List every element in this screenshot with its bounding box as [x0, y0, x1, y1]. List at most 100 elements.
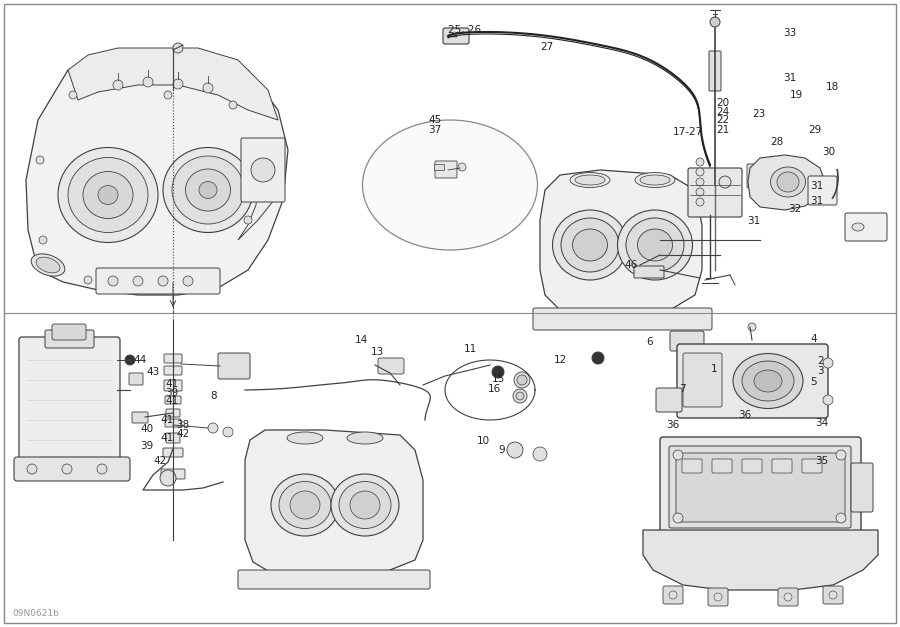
Ellipse shape	[852, 223, 864, 231]
Text: 4: 4	[810, 334, 816, 344]
Circle shape	[173, 43, 183, 53]
Circle shape	[160, 470, 176, 486]
FancyBboxPatch shape	[656, 388, 682, 412]
Text: 18: 18	[826, 82, 840, 92]
Text: 39: 39	[140, 441, 154, 451]
Text: 24: 24	[716, 107, 730, 117]
Ellipse shape	[172, 156, 244, 224]
FancyBboxPatch shape	[14, 457, 130, 481]
Text: 9: 9	[499, 445, 505, 455]
Circle shape	[517, 375, 527, 385]
Text: 09N0621b: 09N0621b	[12, 609, 58, 618]
Circle shape	[208, 423, 218, 433]
Circle shape	[710, 17, 720, 27]
Text: 16: 16	[488, 384, 501, 394]
FancyBboxPatch shape	[52, 324, 86, 340]
Ellipse shape	[553, 210, 627, 280]
Ellipse shape	[350, 491, 380, 519]
Ellipse shape	[83, 172, 133, 218]
Circle shape	[84, 276, 92, 284]
Circle shape	[748, 323, 756, 331]
Ellipse shape	[575, 175, 605, 185]
Text: 11: 11	[464, 344, 477, 354]
Text: 32: 32	[788, 204, 802, 214]
FancyBboxPatch shape	[443, 28, 469, 44]
Circle shape	[154, 281, 162, 289]
FancyBboxPatch shape	[683, 353, 722, 407]
Circle shape	[829, 591, 837, 599]
FancyBboxPatch shape	[165, 396, 181, 404]
Ellipse shape	[742, 361, 794, 401]
Text: 37: 37	[428, 125, 442, 135]
Polygon shape	[748, 155, 825, 210]
FancyBboxPatch shape	[218, 353, 250, 379]
FancyBboxPatch shape	[161, 469, 185, 479]
Circle shape	[244, 216, 252, 224]
Text: 2: 2	[817, 356, 824, 366]
FancyBboxPatch shape	[435, 161, 457, 178]
Text: 41: 41	[166, 379, 179, 389]
Ellipse shape	[570, 172, 610, 187]
Text: 36: 36	[666, 420, 680, 430]
FancyBboxPatch shape	[533, 308, 712, 330]
Ellipse shape	[32, 254, 65, 276]
Circle shape	[229, 101, 237, 109]
FancyBboxPatch shape	[677, 344, 828, 418]
Text: 17-27: 17-27	[673, 127, 704, 137]
Circle shape	[62, 464, 72, 474]
FancyBboxPatch shape	[708, 588, 728, 606]
Circle shape	[669, 591, 677, 599]
Ellipse shape	[777, 172, 799, 192]
Circle shape	[784, 593, 792, 601]
Circle shape	[673, 513, 683, 523]
Circle shape	[836, 450, 846, 460]
Circle shape	[158, 276, 168, 286]
FancyBboxPatch shape	[19, 337, 120, 473]
Text: 28: 28	[770, 137, 784, 147]
Ellipse shape	[626, 218, 684, 272]
Ellipse shape	[770, 167, 806, 197]
Circle shape	[173, 79, 183, 89]
Circle shape	[254, 146, 262, 154]
FancyBboxPatch shape	[241, 138, 285, 202]
Ellipse shape	[733, 354, 803, 409]
Circle shape	[27, 464, 37, 474]
FancyBboxPatch shape	[670, 331, 704, 351]
FancyBboxPatch shape	[634, 266, 664, 278]
Text: 25, 26: 25, 26	[448, 25, 482, 35]
Text: 43: 43	[147, 367, 160, 377]
Text: 46: 46	[625, 260, 638, 270]
Ellipse shape	[163, 147, 253, 233]
Polygon shape	[238, 140, 280, 240]
Text: 36: 36	[738, 410, 752, 420]
Circle shape	[125, 355, 135, 365]
Circle shape	[696, 158, 704, 166]
FancyBboxPatch shape	[851, 463, 873, 512]
Text: 41: 41	[166, 396, 179, 406]
Text: 8: 8	[211, 391, 217, 401]
Text: 20: 20	[716, 98, 730, 108]
FancyBboxPatch shape	[660, 437, 861, 538]
FancyBboxPatch shape	[669, 446, 851, 528]
FancyBboxPatch shape	[778, 588, 798, 606]
Circle shape	[108, 276, 118, 286]
Ellipse shape	[58, 147, 158, 243]
FancyBboxPatch shape	[709, 51, 721, 91]
Ellipse shape	[640, 175, 670, 185]
FancyBboxPatch shape	[132, 412, 148, 423]
Ellipse shape	[339, 482, 391, 529]
Text: 42: 42	[176, 429, 190, 439]
Circle shape	[719, 176, 731, 188]
FancyBboxPatch shape	[76, 464, 98, 478]
Circle shape	[97, 464, 107, 474]
Text: 6: 6	[646, 337, 652, 347]
Bar	[434, 164, 444, 170]
FancyBboxPatch shape	[742, 459, 762, 473]
FancyBboxPatch shape	[772, 459, 792, 473]
Text: 41: 41	[160, 415, 174, 425]
Text: 41: 41	[160, 433, 174, 443]
Ellipse shape	[36, 257, 60, 273]
Text: 23: 23	[752, 109, 766, 119]
FancyBboxPatch shape	[688, 168, 742, 217]
Circle shape	[714, 593, 722, 601]
